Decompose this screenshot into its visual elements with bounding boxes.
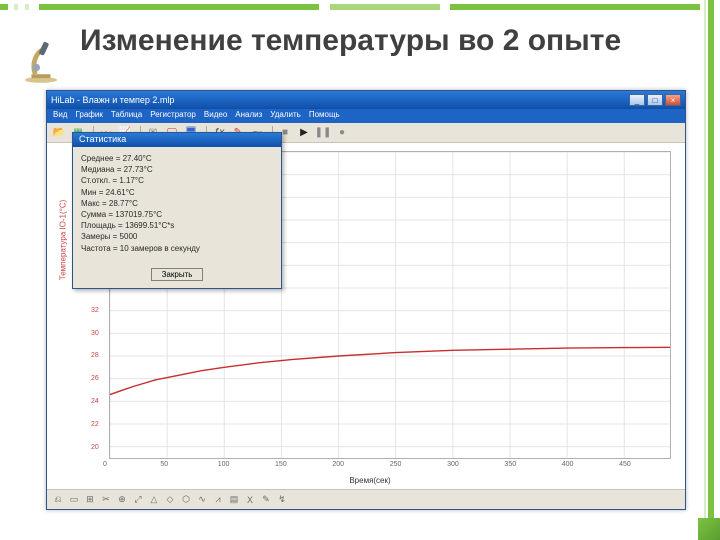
x-tick: 300	[447, 461, 459, 468]
stat-line: Мин = 24.61°C	[81, 187, 273, 198]
y-tick: 32	[91, 307, 99, 314]
menu-Удалить[interactable]: Удалить	[270, 110, 301, 119]
b14-icon[interactable]: ✎	[259, 493, 273, 507]
maximize-button[interactable]: □	[647, 94, 663, 106]
stat-line: Частота = 10 замеров в секунду	[81, 243, 273, 254]
b8-icon[interactable]: ◇	[163, 493, 177, 507]
b2-icon[interactable]: ▭	[67, 493, 81, 507]
minimize-button[interactable]: _	[629, 94, 645, 106]
x-tick: 0	[103, 461, 107, 468]
popup-close-button[interactable]: Закрыть	[151, 268, 204, 281]
b15-icon[interactable]: ↯	[275, 493, 289, 507]
b13-icon[interactable]: X	[243, 493, 257, 507]
x-tick: 200	[332, 461, 344, 468]
stat-line: Сумма = 137019.75°C	[81, 209, 273, 220]
slide-right-rule-thin	[704, 0, 706, 540]
window-titlebar: HiLab - Влажн и темпер 2.mlp _ □ ×	[47, 91, 685, 109]
play-icon[interactable]: ▶	[296, 125, 312, 141]
window-title: HiLab - Влажн и темпер 2.mlp	[51, 95, 627, 105]
popup-title: Статистика	[73, 133, 281, 147]
corner-badge	[698, 518, 720, 540]
b11-icon[interactable]: ⩘	[211, 493, 225, 507]
y-tick: 26	[91, 375, 99, 382]
stat-line: Макс = 28.77°C	[81, 198, 273, 209]
stat-line: Ст.откл. = 1.17°C	[81, 175, 273, 186]
menu-Вид[interactable]: Вид	[53, 110, 67, 119]
x-axis-title: Время(сек)	[349, 476, 390, 485]
stat-line: Медиана = 27.73°C	[81, 164, 273, 175]
x-tick: 400	[562, 461, 574, 468]
slide-title: Изменение температуры во 2 опыте	[80, 24, 700, 58]
stat-line: Площадь = 13699.51°C*s	[81, 220, 273, 231]
slide-top-rule	[0, 4, 720, 10]
stat-line: Среднее = 27.40°C	[81, 153, 273, 164]
b12-icon[interactable]: ▤	[227, 493, 241, 507]
menu-Регистратор[interactable]: Регистратор	[150, 110, 196, 119]
menu-График[interactable]: График	[75, 110, 102, 119]
b1-icon[interactable]: ⎌	[51, 493, 65, 507]
b10-icon[interactable]: ∿	[195, 493, 209, 507]
x-tick: 50	[160, 461, 168, 468]
b9-icon[interactable]: ⬡	[179, 493, 193, 507]
b3-icon[interactable]: ⊞	[83, 493, 97, 507]
menu-bar: Вид График Таблица Регистратор Видео Анализ Уд…	[47, 109, 685, 123]
slide-right-rule	[708, 0, 714, 540]
b4-icon[interactable]: ✂	[99, 493, 113, 507]
y-axis-title: Температура IO-1(°C)	[59, 200, 68, 281]
y-tick: 22	[91, 421, 99, 428]
close-button[interactable]: ×	[665, 94, 681, 106]
open-icon[interactable]: 📂	[51, 125, 67, 141]
bottom-toolbar: ⎌▭⊞✂⊕⤢△◇⬡∿⩘▤X✎↯	[47, 489, 685, 509]
b5-icon[interactable]: ⊕	[115, 493, 129, 507]
y-tick: 30	[91, 330, 99, 337]
microscope-icon	[22, 36, 60, 84]
y-tick: 24	[91, 398, 99, 405]
pause-icon[interactable]: ❚❚	[315, 125, 331, 141]
x-tick: 150	[275, 461, 287, 468]
b6-icon[interactable]: ⤢	[131, 493, 145, 507]
record-icon[interactable]: ●	[334, 125, 350, 141]
y-tick: 20	[91, 444, 99, 451]
menu-Видео[interactable]: Видео	[204, 110, 227, 119]
y-tick: 28	[91, 352, 99, 359]
menu-Анализ[interactable]: Анализ	[235, 110, 262, 119]
x-tick: 450	[619, 461, 631, 468]
menu-Помощь[interactable]: Помощь	[309, 110, 340, 119]
x-tick: 250	[390, 461, 402, 468]
popup-body: Среднее = 27.40°CМедиана = 27.73°CСт.отк…	[73, 147, 281, 260]
statistics-popup: Статистика Среднее = 27.40°CМедиана = 27…	[72, 132, 282, 289]
stat-line: Замеры = 5000	[81, 231, 273, 242]
x-tick: 100	[218, 461, 230, 468]
b7-icon[interactable]: △	[147, 493, 161, 507]
menu-Таблица[interactable]: Таблица	[111, 110, 142, 119]
x-tick: 350	[504, 461, 516, 468]
